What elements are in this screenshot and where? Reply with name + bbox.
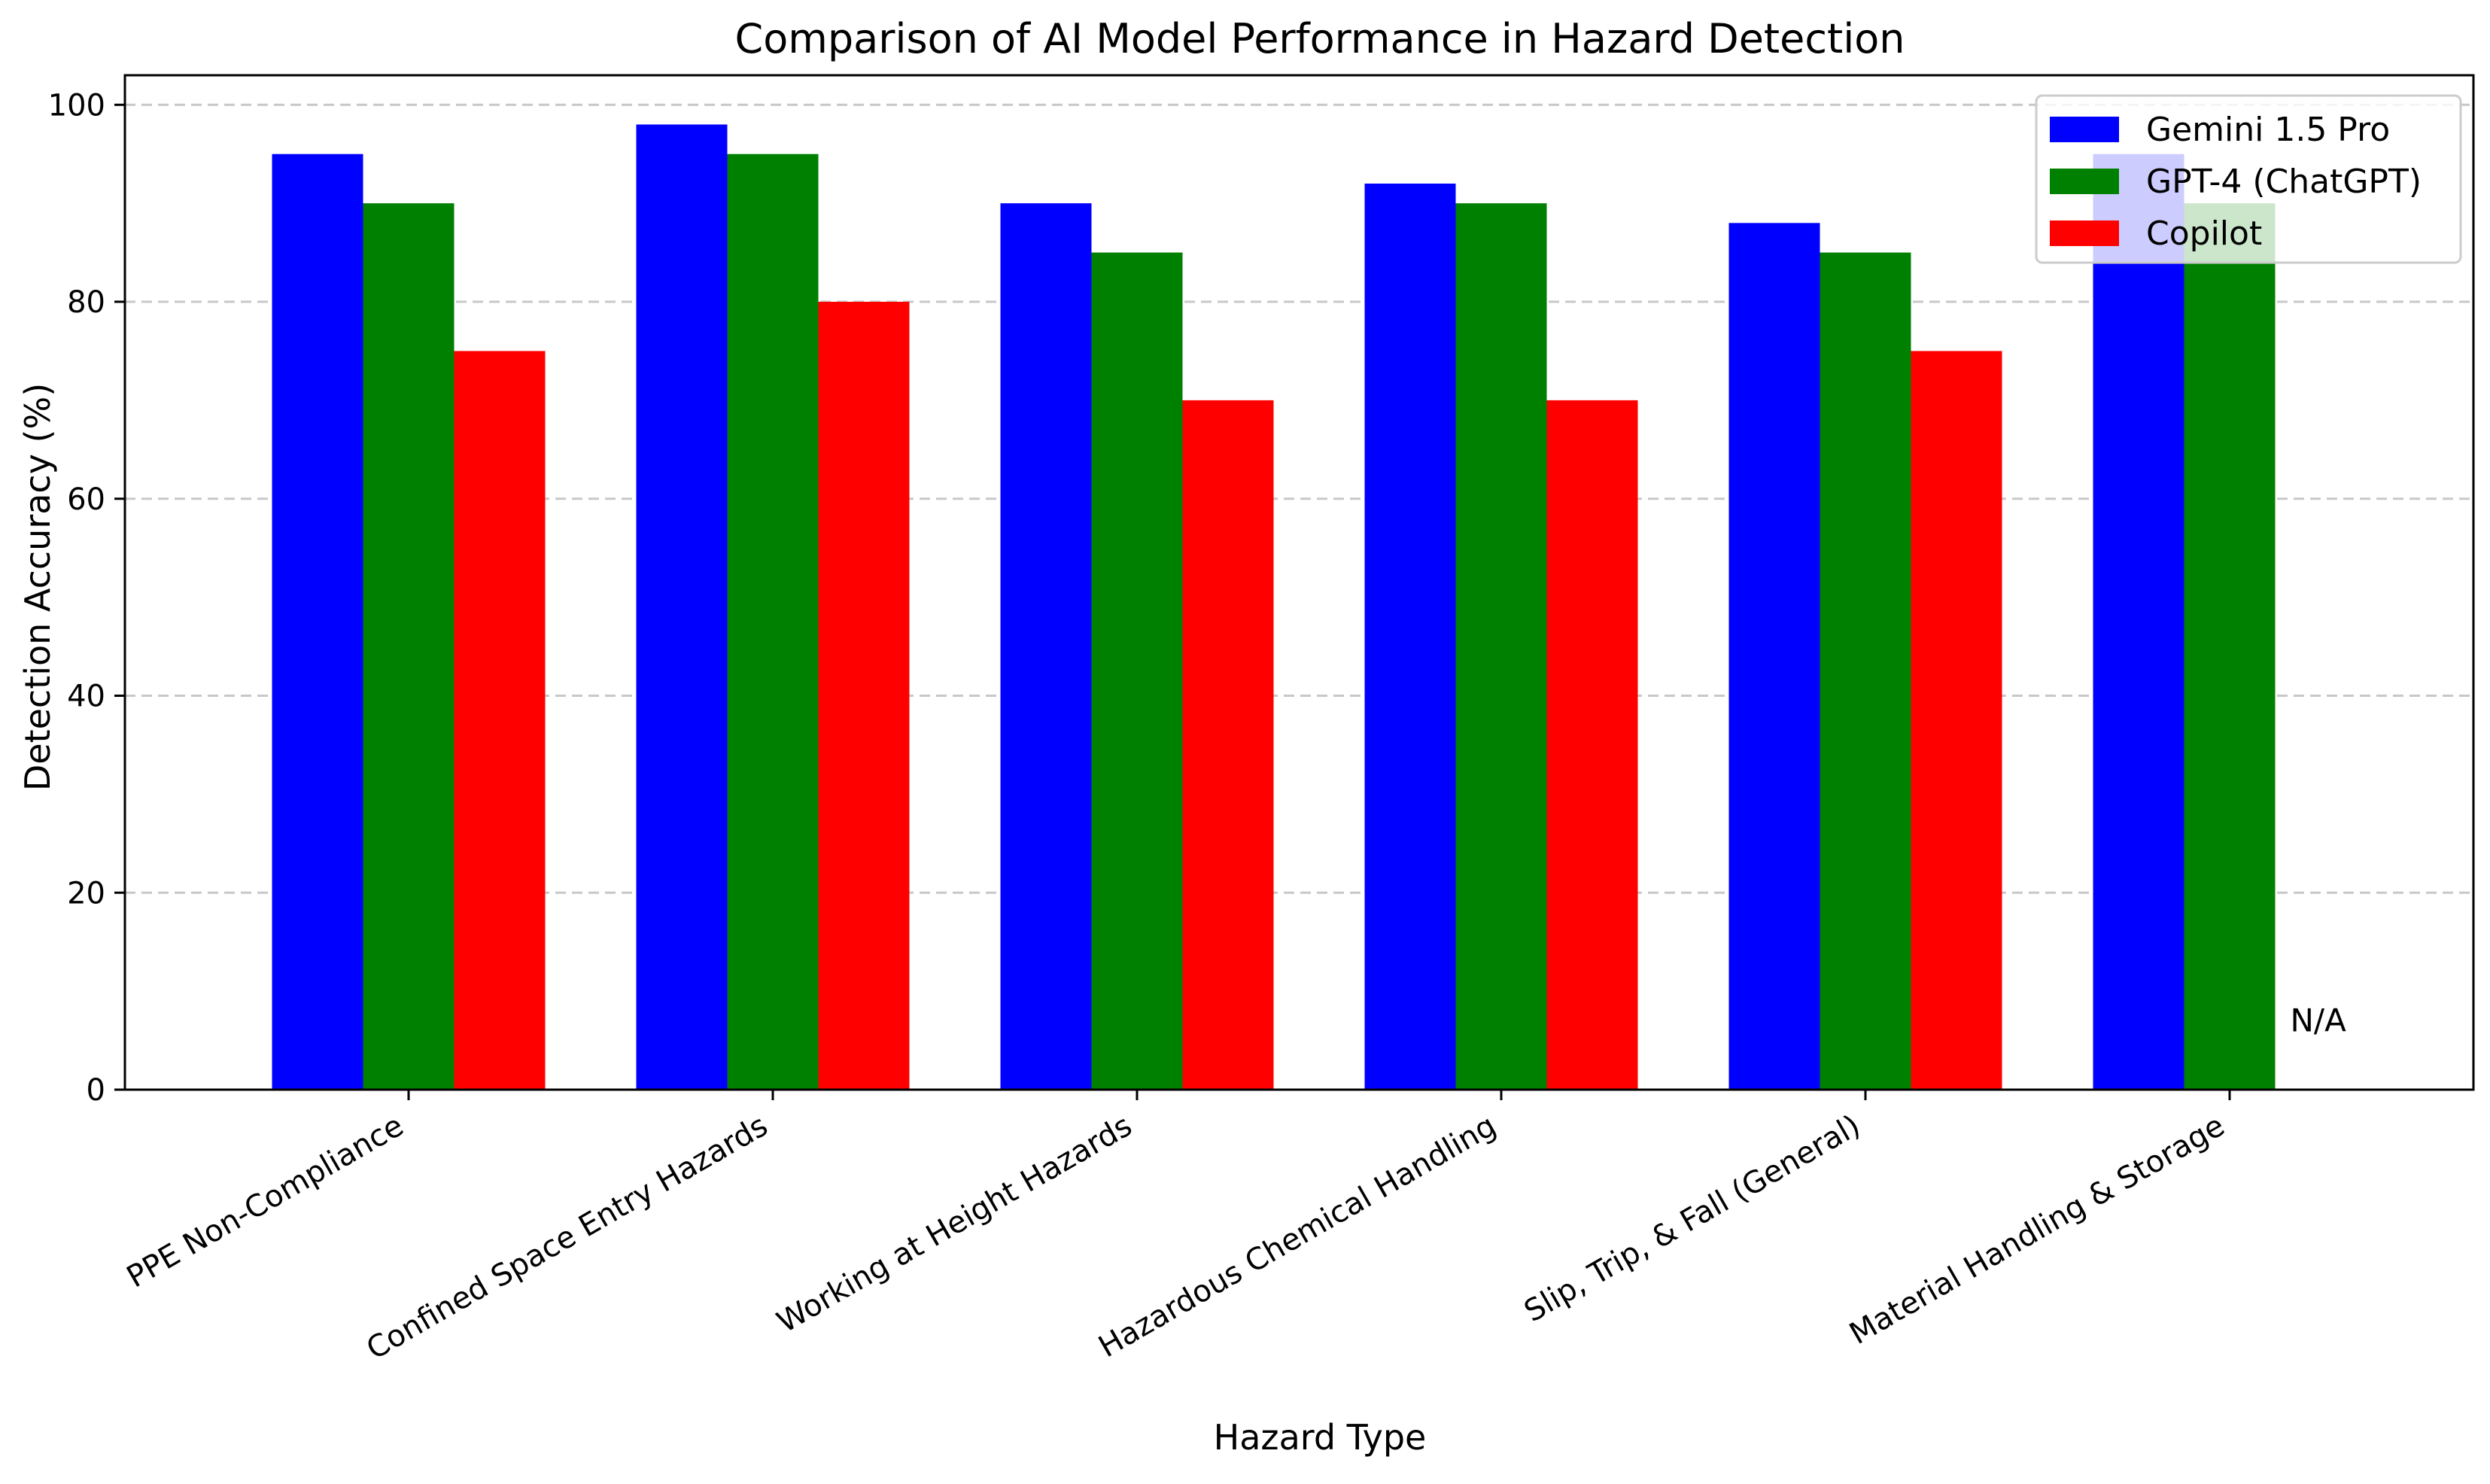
bar-gemini-1-5-pro-3 bbox=[1000, 203, 1092, 1090]
x-axis-label: Hazard Type bbox=[1214, 1417, 1427, 1458]
legend: Gemini 1.5 Pro GPT-4 (ChatGPT) Copilot bbox=[2035, 94, 2462, 264]
bar-gemini-1-5-pro-5 bbox=[1728, 223, 1820, 1090]
bar-gemini-1-5-pro-2 bbox=[636, 124, 728, 1090]
bar-copilot-5 bbox=[1911, 351, 2002, 1090]
y-tick-label: 40 bbox=[67, 680, 105, 714]
plot-frame bbox=[123, 74, 2475, 1091]
chart-title: Comparison of AI Model Performance in Ha… bbox=[735, 15, 1905, 62]
legend-label-copilot: Copilot bbox=[2146, 214, 2262, 253]
y-tick-label: 80 bbox=[67, 285, 105, 320]
bar-gpt-4-chatgpt-2 bbox=[727, 154, 819, 1090]
bars bbox=[272, 124, 2276, 1090]
legend-label-gemini-1-5-pro: Gemini 1.5 Pro bbox=[2146, 111, 2390, 149]
bar-copilot-2 bbox=[818, 302, 910, 1090]
bar-copilot-3 bbox=[1182, 400, 1274, 1090]
y-tick-label: 100 bbox=[48, 88, 105, 123]
legend-swatch-gpt-4-chatgpt bbox=[2050, 169, 2119, 194]
annotations: N/A bbox=[2291, 1002, 2347, 1038]
bar-gemini-1-5-pro-1 bbox=[272, 154, 363, 1090]
legend-box bbox=[2035, 94, 2462, 264]
y-axis: 0 20 40 60 80 100 bbox=[48, 88, 125, 1108]
bar-copilot-1 bbox=[454, 351, 546, 1090]
bar-gpt-4-chatgpt-1 bbox=[363, 203, 455, 1090]
y-tick-label: 20 bbox=[67, 876, 105, 911]
annotation-na: N/A bbox=[2291, 1002, 2347, 1038]
bar-gpt-4-chatgpt-6 bbox=[2184, 203, 2276, 1090]
bar-copilot-4 bbox=[1546, 400, 1638, 1090]
bar-gpt-4-chatgpt-4 bbox=[1455, 203, 1547, 1090]
bar-gpt-4-chatgpt-3 bbox=[1091, 252, 1183, 1090]
legend-swatch-gemini-1-5-pro bbox=[2050, 117, 2119, 142]
y-axis-label: Detection Accuracy (%) bbox=[17, 383, 58, 791]
y-tick-label: 60 bbox=[67, 482, 105, 517]
y-tick-label: 0 bbox=[87, 1073, 105, 1108]
legend-label-gpt-4-chatgpt: GPT-4 (ChatGPT) bbox=[2146, 163, 2422, 201]
bar-gpt-4-chatgpt-5 bbox=[1820, 252, 1911, 1090]
bar-gemini-1-5-pro-6 bbox=[2093, 154, 2184, 1090]
bar-gemini-1-5-pro-4 bbox=[1364, 183, 1456, 1090]
legend-swatch-copilot bbox=[2050, 220, 2119, 246]
